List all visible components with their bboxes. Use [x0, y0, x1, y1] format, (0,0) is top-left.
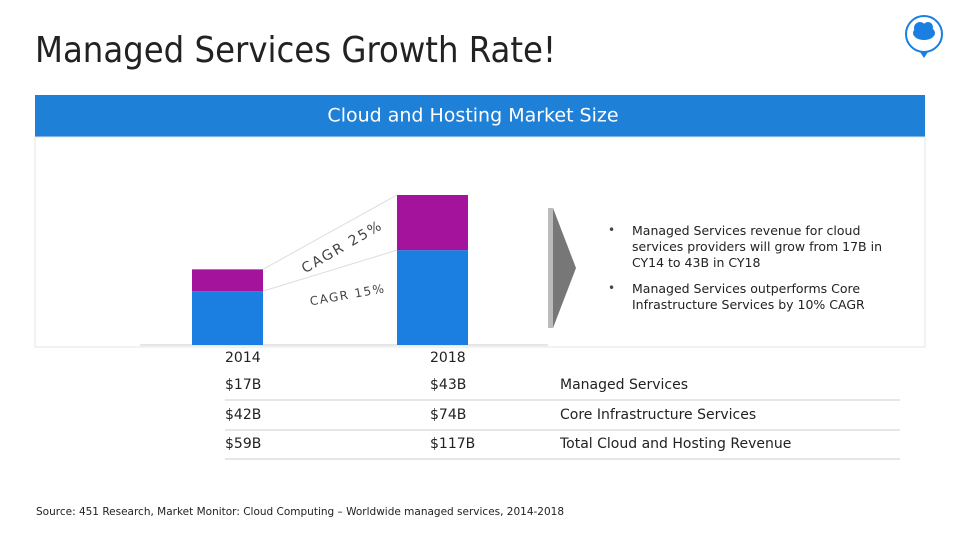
- table-value: $74B: [430, 407, 466, 423]
- banner-title: Cloud and Hosting Market Size: [327, 105, 618, 127]
- slide-title: Managed Services Growth Rate!: [35, 30, 556, 71]
- trend-line: [262, 249, 398, 292]
- table-value: $43B: [430, 377, 466, 393]
- bar-segment: [397, 250, 468, 345]
- category-label: 2018: [430, 350, 466, 366]
- category-label: 2014: [225, 350, 261, 366]
- bullet-dot: •: [608, 223, 616, 237]
- chart-frame: [34, 136, 926, 348]
- table-value: $117B: [430, 436, 475, 452]
- bullet: Managed Services revenue for cloud servi…: [632, 223, 882, 270]
- table-value: $59B: [225, 436, 261, 452]
- bullet-dot: •: [608, 281, 616, 295]
- arrow-edge: [548, 208, 553, 328]
- source: Source: 451 Research, Market Monitor: Cl…: [36, 506, 564, 518]
- bar-segment: [192, 291, 263, 345]
- logo: [905, 15, 943, 58]
- row-label: Total Cloud and Hosting Revenue: [559, 436, 791, 452]
- annotation: CAGR 15%: [309, 281, 387, 308]
- trend-line: [262, 194, 398, 270]
- bar-segment: [397, 195, 468, 251]
- arrow: [553, 208, 576, 328]
- row-label: Core Infrastructure Services: [560, 407, 756, 423]
- annotation: CAGR 25%: [299, 217, 386, 276]
- row-label: Managed Services: [560, 377, 688, 393]
- bar-segment: [192, 269, 263, 292]
- bullet: Managed Services outperforms Core Infras…: [632, 281, 865, 312]
- table-value: $42B: [225, 407, 261, 423]
- banner: [35, 95, 925, 137]
- table-value: $17B: [225, 377, 261, 393]
